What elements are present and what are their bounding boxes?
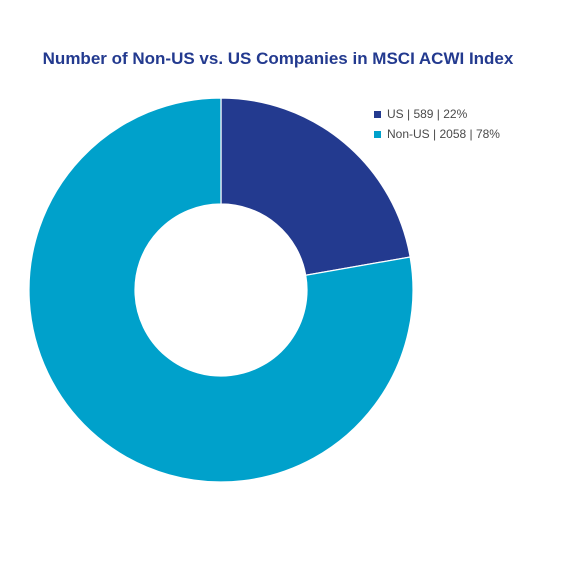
chart-legend: US | 589 | 22% Non-US | 2058 | 78% — [374, 104, 500, 144]
legend-item-us: US | 589 | 22% — [374, 104, 500, 124]
donut-slice-us — [220, 97, 411, 276]
legend-label-non-us: Non-US | 2058 | 78% — [387, 127, 500, 141]
legend-item-non-us: Non-US | 2058 | 78% — [374, 124, 500, 144]
legend-swatch-non-us — [374, 130, 381, 138]
donut-slice-non-us — [28, 97, 414, 483]
legend-label-us: US | 589 | 22% — [387, 107, 468, 121]
chart-title: Number of Non-US vs. US Companies in MSC… — [42, 49, 514, 68]
legend-swatch-us — [374, 110, 381, 118]
